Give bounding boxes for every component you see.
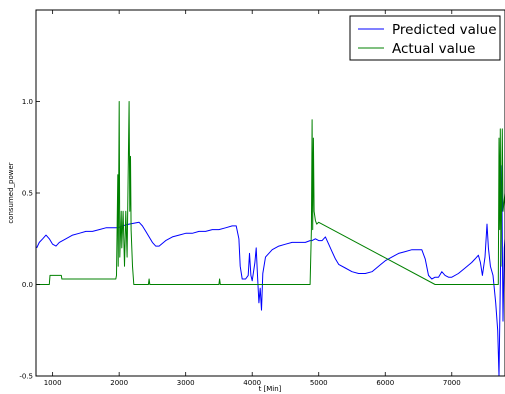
y-tick-label: 0.5 (22, 190, 33, 198)
x-tick-label: 3000 (177, 379, 195, 387)
legend-box (349, 15, 501, 61)
series-layer (36, 101, 505, 377)
legend-label: Predicted value (392, 22, 497, 38)
y-tick-label: 1.0 (22, 98, 33, 106)
legend-label: Actual value (392, 41, 475, 57)
x-tick-label: 6000 (376, 379, 394, 387)
legend: Predicted value Actual value (349, 15, 501, 61)
x-axis-label: t [Min] (259, 385, 282, 393)
y-tick-label: 0.0 (22, 281, 33, 289)
x-tick-label: 2000 (110, 379, 128, 387)
y-axis-label: consumed_power (7, 162, 15, 223)
x-tick-label: 1000 (44, 379, 62, 387)
series-line-actual (36, 101, 505, 285)
axis-layer: 1000 2000 3000 4000 5000 6000 7000 -0.5 0.0 0.5 1.… (19, 9, 505, 387)
x-tick-label: 7000 (443, 379, 461, 387)
series-line-predicted (36, 165, 505, 377)
y-tick-label: -0.5 (19, 373, 33, 381)
plot-background (36, 10, 505, 376)
x-tick-label: 5000 (310, 379, 328, 387)
x-tick-label: 4000 (243, 379, 261, 387)
